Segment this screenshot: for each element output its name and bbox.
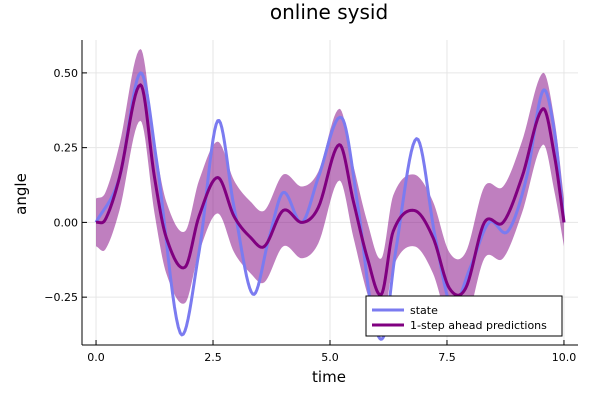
y-ticks: −0.25 0.00 0.25 0.50 [44, 67, 87, 304]
y-tick-label: −0.25 [44, 291, 78, 304]
x-tick-label: 5.0 [321, 351, 339, 364]
series-line-state [94, 71, 566, 341]
x-tick-label: 7.5 [438, 351, 456, 364]
legend-label-state: state [410, 304, 438, 317]
legend: state 1-step ahead predictions [365, 295, 563, 337]
y-tick-label: 0.25 [54, 142, 79, 155]
series-line-predictions [95, 83, 566, 297]
legend-box [365, 295, 563, 337]
x-tick-label: 10.0 [552, 351, 577, 364]
y-axis-label: angle [12, 173, 30, 215]
x-tick-label: 0.0 [87, 351, 105, 364]
legend-label-predictions: 1-step ahead predictions [410, 319, 547, 332]
x-ticks: 0.0 2.5 5.0 7.5 10.0 [87, 340, 576, 364]
confidence-band [96, 48, 564, 332]
x-axis-label: time [312, 368, 346, 386]
chart-title: online sysid [270, 0, 388, 24]
series-layer [94, 71, 566, 341]
x-tick-label: 2.5 [204, 351, 222, 364]
y-tick-label: 0.00 [54, 216, 79, 229]
confidence-band-layer [96, 48, 564, 332]
y-tick-label: 0.50 [54, 67, 79, 80]
